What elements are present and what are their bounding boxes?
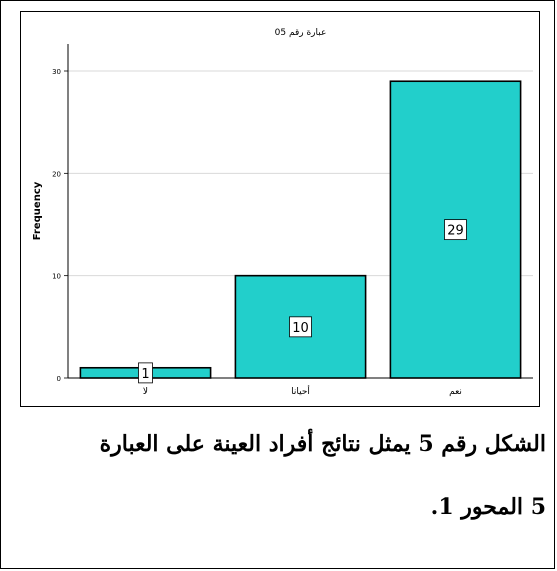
data-label: 10 <box>292 321 309 336</box>
bar-chart: عبارة رقم 05 0 10 20 30 Frequency 1 لا 10 أحيانا 2… <box>32 28 533 397</box>
data-label: 29 <box>447 224 464 239</box>
data-label-box <box>444 219 467 241</box>
y-tick-label: 20 <box>52 170 61 178</box>
y-tick-label: 10 <box>52 273 61 281</box>
figure-caption-line-2: 5 المحور 1. <box>430 494 546 520</box>
y-axis-label: Frequency <box>32 181 43 240</box>
chart-title: عبارة رقم 05 <box>275 28 327 38</box>
data-label-box <box>138 362 153 384</box>
x-tick-label: نعم <box>449 387 462 397</box>
x-tick-label: أحيانا <box>291 385 310 397</box>
x-tick-label: لا <box>143 387 148 397</box>
figure-caption-line-1: الشكل رقم 5 يمثل نتائج أفراد العينة على … <box>99 431 546 457</box>
data-label: 1 <box>141 367 149 382</box>
y-tick-label: 0 <box>57 375 61 383</box>
y-tick-label: 30 <box>52 68 61 76</box>
chart-container: عبارة رقم 05 0 10 20 30 Frequency 1 لا 10 أحيانا 2… <box>20 11 540 407</box>
data-label-box <box>289 316 312 338</box>
